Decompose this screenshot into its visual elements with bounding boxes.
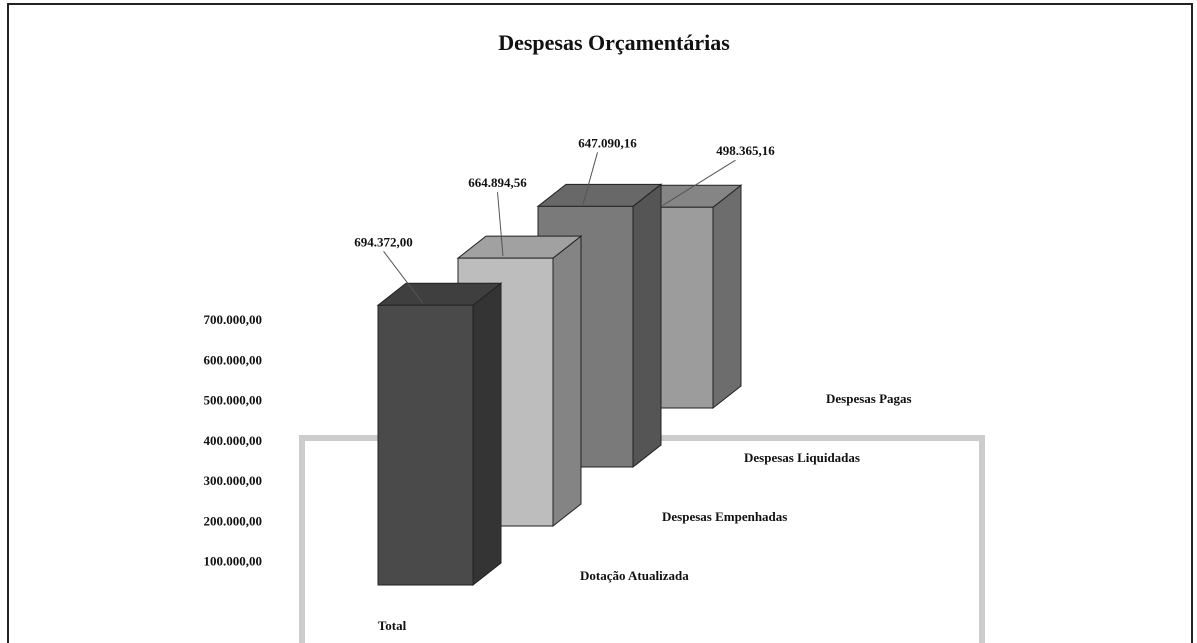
chart: Despesas Orçamentárias 100.000,00 200.000…	[0, 0, 1197, 643]
series-label: Despesas Pagas	[826, 391, 912, 406]
value-label: 647.090,16	[578, 135, 637, 150]
y-tick-label: 200.000,00	[204, 513, 263, 528]
bar-side	[713, 185, 741, 408]
x-tick-label: Total	[378, 618, 407, 633]
series-label: Despesas Empenhadas	[662, 509, 787, 524]
value-label: 694.372,00	[354, 234, 413, 249]
series-label: Dotação Atualizada	[580, 568, 689, 583]
y-tick-label: 700.000,00	[204, 312, 263, 327]
y-tick-label: 100.000,00	[204, 554, 263, 569]
y-tick-label: 300.000,00	[204, 473, 263, 488]
bar-side	[473, 283, 501, 585]
value-label: 498.365,16	[716, 143, 775, 158]
bar	[378, 305, 473, 585]
series-label: Despesas Liquidadas	[744, 450, 860, 465]
chart-title: Despesas Orçamentárias	[498, 30, 730, 55]
y-tick-label: 400.000,00	[204, 433, 263, 448]
y-tick-label: 500.000,00	[204, 393, 263, 408]
y-tick-label: 600.000,00	[204, 352, 263, 367]
bar-side	[553, 236, 581, 526]
value-label: 664.894,56	[468, 175, 527, 190]
bar-side	[633, 184, 661, 467]
